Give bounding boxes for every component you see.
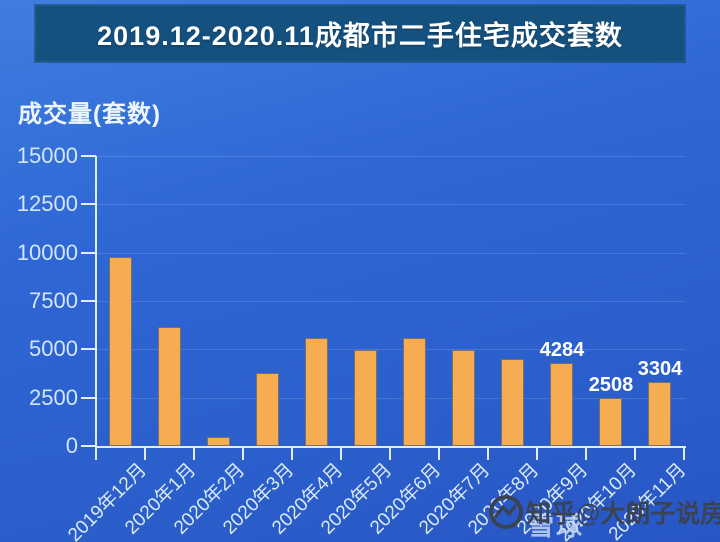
y-tick-label: 12500 xyxy=(16,191,78,216)
x-tick xyxy=(95,446,97,460)
xueqiu-circle-icon xyxy=(489,495,523,529)
bar-value-label: 4284 xyxy=(539,339,585,361)
x-tick xyxy=(487,446,489,460)
bar-2020年8月 xyxy=(501,359,524,446)
y-tick-label: 7500 xyxy=(29,288,78,313)
x-tick xyxy=(536,446,538,460)
y-tick-label: 10000 xyxy=(16,240,78,265)
x-tick xyxy=(585,446,587,460)
watermark: 雪球 知乎@大朗子说房 xyxy=(488,492,720,541)
x-tick xyxy=(683,446,685,460)
chart-title-banner: 2019.12-2020.11成都市二手住宅成交套数 xyxy=(35,5,685,62)
bar-2020年3月 xyxy=(256,373,279,446)
gridline xyxy=(96,253,686,254)
x-tick xyxy=(144,446,146,460)
y-tick xyxy=(81,155,96,157)
x-tick xyxy=(291,446,293,460)
gridline xyxy=(96,204,686,205)
bar-value-label: 3304 xyxy=(637,358,683,380)
x-tick xyxy=(389,446,391,460)
y-tick xyxy=(81,252,96,254)
bar-2020年9月 xyxy=(550,363,573,446)
y-tick xyxy=(81,348,96,350)
bar-2020年7月 xyxy=(452,350,475,446)
bar-2020年11月 xyxy=(648,382,671,446)
watermark-primary-text: 知乎@大朗子说房 xyxy=(526,500,720,528)
bar-2020年2月 xyxy=(207,437,230,446)
chart-title: 2019.12-2020.11成都市二手住宅成交套数 xyxy=(97,21,623,51)
y-tick xyxy=(81,445,96,447)
x-tick xyxy=(340,446,342,460)
bar-value-label: 2508 xyxy=(588,374,634,396)
bar-2020年5月 xyxy=(354,350,377,446)
x-tick xyxy=(438,446,440,460)
y-tick-label: 15000 xyxy=(16,143,78,168)
bar-2020年1月 xyxy=(158,327,181,446)
y-tick xyxy=(81,300,96,302)
watermark-ghost-text: 雪球 xyxy=(528,511,585,541)
y-tick-label: 0 xyxy=(65,433,78,458)
y-tick-label: 5000 xyxy=(29,336,78,361)
y-tick xyxy=(81,397,96,399)
x-tick xyxy=(634,446,636,460)
gridline xyxy=(96,301,686,302)
y-axis-line xyxy=(95,156,97,448)
gridline xyxy=(96,156,686,157)
x-tick xyxy=(242,446,244,460)
y-tick-label: 2500 xyxy=(29,385,78,410)
bar-2020年6月 xyxy=(403,338,426,446)
gridline xyxy=(96,398,686,399)
watermark-main: 知乎@大朗子说房 xyxy=(488,494,720,530)
gridline xyxy=(96,349,686,350)
y-tick xyxy=(81,203,96,205)
bar-2020年10月 xyxy=(599,398,622,446)
y-axis-title: 成交量(套数) xyxy=(18,101,161,128)
bar-2019年12月 xyxy=(109,257,132,446)
bar-2020年4月 xyxy=(305,338,328,446)
x-tick xyxy=(193,446,195,460)
